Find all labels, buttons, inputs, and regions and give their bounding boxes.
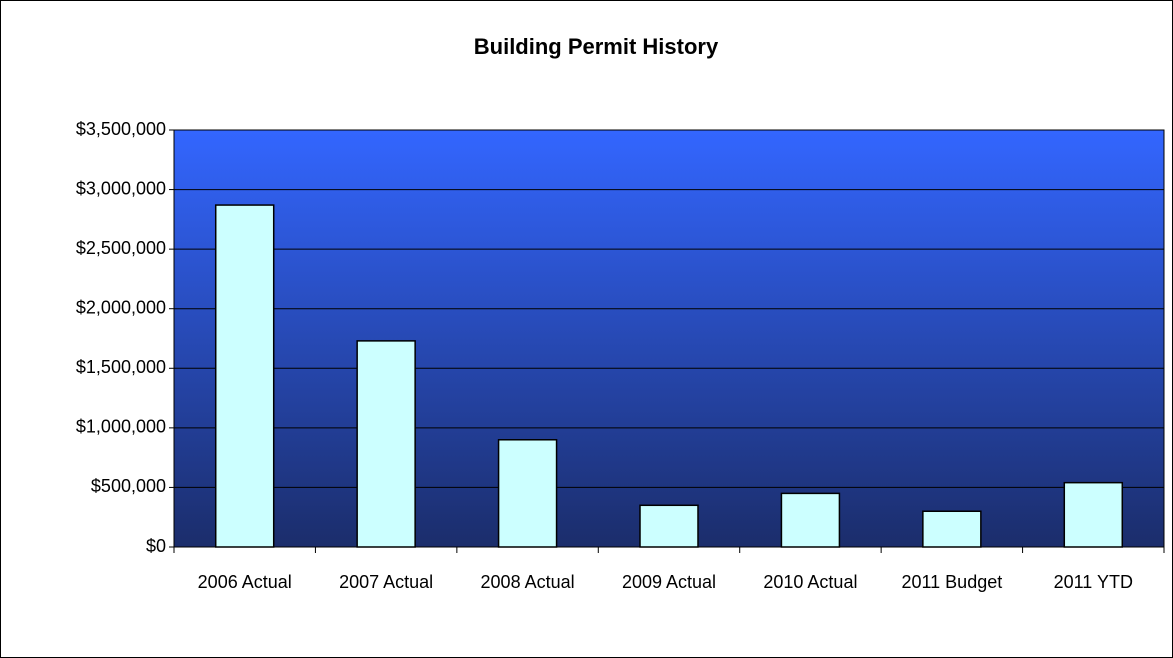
- y-tick-label: $2,500,000: [76, 238, 166, 258]
- y-tick-label: $1,000,000: [76, 417, 166, 437]
- y-tick-label: $0: [146, 536, 166, 556]
- chart-title: Building Permit History: [474, 34, 719, 59]
- x-tick-label: 2010 Actual: [763, 572, 857, 592]
- plot-area: [173, 129, 1165, 548]
- x-tick-label: 2006 Actual: [198, 572, 292, 592]
- y-tick-label: $3,000,000: [76, 178, 166, 198]
- y-tick-label: $1,500,000: [76, 357, 166, 377]
- bar: [780, 492, 841, 548]
- bar: [497, 439, 558, 548]
- bar: [356, 340, 416, 548]
- y-tick-label: $2,000,000: [76, 297, 166, 317]
- bar: [639, 504, 699, 548]
- x-tick-label: 2011 Budget: [901, 572, 1002, 592]
- x-tick-label: 2011 YTD: [1054, 572, 1133, 592]
- x-tick-label: 2009 Actual: [622, 572, 716, 592]
- bar: [1063, 481, 1124, 548]
- x-tick-label: 2008 Actual: [481, 572, 575, 592]
- bar: [922, 510, 982, 548]
- bar: [214, 204, 275, 548]
- y-tick-label: $500,000: [91, 476, 166, 496]
- x-tick-label: 2007 Actual: [339, 572, 433, 592]
- y-tick-label: $3,500,000: [76, 119, 166, 139]
